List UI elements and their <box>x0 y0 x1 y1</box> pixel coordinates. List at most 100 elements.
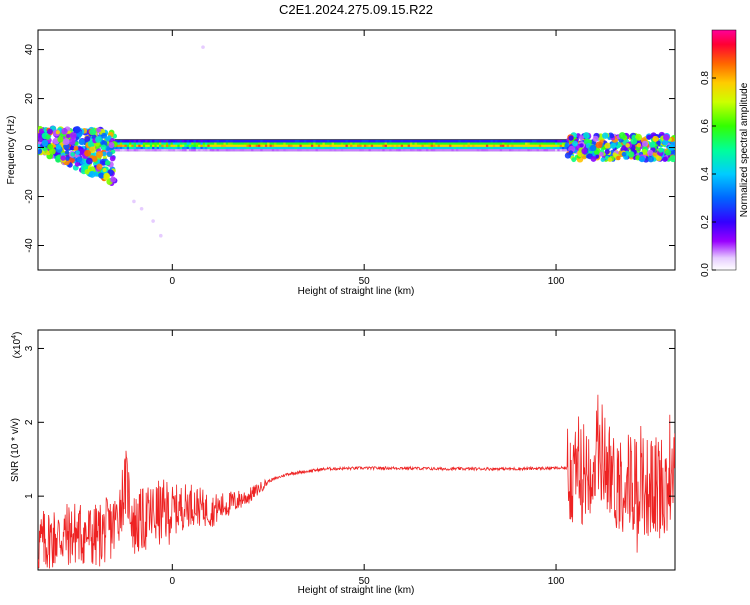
heatmap-point <box>100 144 107 151</box>
heatmap-cell <box>497 148 502 152</box>
heatmap-point <box>101 132 108 139</box>
heatmap-cell <box>218 144 223 147</box>
heatmap-cell <box>541 148 545 152</box>
heatmap-cell <box>485 144 490 147</box>
heatmap-cell <box>515 146 520 150</box>
heatmap-cell <box>552 148 557 152</box>
heatmap-cell <box>294 142 299 145</box>
heatmap-cell <box>497 142 502 145</box>
heatmap-cell <box>426 144 430 147</box>
heatmap-point <box>652 135 659 142</box>
heatmap-cell <box>225 148 230 152</box>
heatmap-cell <box>416 148 421 152</box>
colorbar-tick-label: 0.4 <box>700 167 711 181</box>
heatmap-cell <box>244 142 248 145</box>
heatmap-cell <box>541 146 545 150</box>
heatmap-cell <box>437 139 442 143</box>
heatmap-cell <box>527 139 531 143</box>
heatmap-cell <box>209 142 214 145</box>
heatmap-cell <box>557 148 561 152</box>
heatmap-cell <box>251 144 255 147</box>
heatmap-cell <box>403 139 407 143</box>
heatmap-cell <box>472 148 476 152</box>
heatmap-cell <box>508 148 513 152</box>
heatmap-cell <box>363 144 368 147</box>
heatmap-cell <box>357 142 361 145</box>
heatmap-cell <box>237 146 241 150</box>
heatmap-cell <box>460 139 465 143</box>
heatmap-cell <box>396 146 400 150</box>
heatmap-point <box>616 155 621 161</box>
heatmap-cell <box>232 146 237 150</box>
heatmap-point <box>604 149 610 155</box>
heatmap-point <box>96 127 102 133</box>
heatmap-cell <box>451 139 456 143</box>
heatmap-cell <box>301 146 306 150</box>
heatmap-cell <box>541 144 545 147</box>
heatmap-cell <box>419 148 423 152</box>
heatmap-cell <box>389 148 393 152</box>
heatmap-cell <box>228 144 232 147</box>
heatmap-cell <box>534 148 538 152</box>
heatmap-cell <box>525 142 529 145</box>
heatmap-point <box>69 132 77 140</box>
heatmap-cell <box>306 142 310 145</box>
heatmap-cell <box>297 148 301 152</box>
heatmap-cell <box>361 148 366 152</box>
heatmap-cell <box>271 144 276 147</box>
heatmap-cell <box>182 139 186 143</box>
heatmap-cell <box>508 146 513 150</box>
heatmap-cell <box>253 148 257 152</box>
heatmap-cell <box>531 148 536 152</box>
heatmap-cell <box>262 144 267 147</box>
heatmap-point <box>582 132 590 139</box>
heatmap-cell <box>149 146 154 150</box>
heatmap-cell <box>389 144 393 147</box>
heatmap-cell <box>135 148 140 152</box>
heatmap-cell <box>423 146 428 150</box>
heatmap-cell <box>205 148 209 152</box>
heatmap-cell <box>359 144 363 147</box>
heatmap-cell <box>511 142 515 145</box>
heatmap-cell <box>518 139 522 143</box>
heatmap-cell <box>559 144 564 147</box>
heatmap-cell <box>269 148 274 152</box>
heatmap-cell <box>290 148 294 152</box>
heatmap-cell <box>122 146 126 150</box>
spectrogram-y-tick-label: -40 <box>24 238 35 253</box>
heatmap-cell <box>469 142 474 145</box>
heatmap-cell <box>168 148 172 152</box>
heatmap-cell <box>488 142 492 145</box>
heatmap-cell <box>193 144 198 147</box>
heatmap-point <box>61 128 68 135</box>
heatmap-cell <box>230 139 234 143</box>
heatmap-cell <box>205 142 209 145</box>
heatmap-cell <box>320 146 324 150</box>
heatmap-point <box>646 134 652 140</box>
heatmap-cell <box>467 139 472 143</box>
heatmap-cell <box>520 148 525 152</box>
heatmap-cell <box>218 148 223 152</box>
heatmap-cell <box>264 146 269 150</box>
heatmap-cell <box>285 146 290 150</box>
heatmap-cell <box>179 144 184 147</box>
heatmap-cell <box>322 139 327 143</box>
heatmap-cell <box>188 144 193 147</box>
heatmap-cell <box>182 144 186 147</box>
heatmap-cell <box>117 139 122 143</box>
heatmap-point <box>139 206 144 211</box>
heatmap-cell <box>184 139 188 143</box>
heatmap-cell <box>552 139 557 143</box>
heatmap-point <box>201 45 205 49</box>
heatmap-cell <box>405 142 409 145</box>
heatmap-cell <box>179 146 184 150</box>
heatmap-cell <box>361 139 366 143</box>
heatmap-cell <box>317 144 322 147</box>
heatmap-cell <box>145 144 149 147</box>
heatmap-cell <box>449 148 453 152</box>
heatmap-cell <box>403 146 407 150</box>
heatmap-cell <box>529 146 534 150</box>
heatmap-cell <box>158 144 163 147</box>
heatmap-cell <box>246 142 251 145</box>
heatmap-cell <box>333 144 338 147</box>
